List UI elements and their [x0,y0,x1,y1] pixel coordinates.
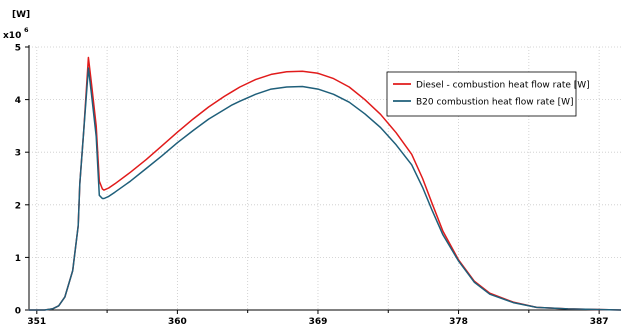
x-tick-label: 387 [590,317,609,326]
x-tick-label: 369 [309,317,328,326]
y-multiplier-label: x10 [3,31,21,41]
legend-label: B20 combustion heat flow rate [W] [416,98,574,108]
grid [29,46,621,310]
y-axis-label: [W] [12,10,30,20]
y-multiplier-exponent: 6 [24,26,29,34]
y-tick-label: 2 [15,201,21,211]
legend-box [386,71,577,117]
legend-label: Diesel - combustion heat flow rate [W] [416,81,590,91]
series-lines [28,56,621,311]
y-tick-label: 4 [15,96,21,106]
x-tick-label: 378 [449,317,468,326]
y-tick-label: 5 [15,44,21,54]
x-tick-label: 360 [168,317,187,326]
y-tick-label: 1 [15,254,21,264]
x-tick-label: 351 [27,317,46,326]
y-tick-label: 0 [15,307,21,317]
series-line-b20 [28,67,621,311]
y-tick-label: 3 [15,149,21,159]
legend: Diesel - combustion heat flow rate [W] B2… [386,71,590,117]
